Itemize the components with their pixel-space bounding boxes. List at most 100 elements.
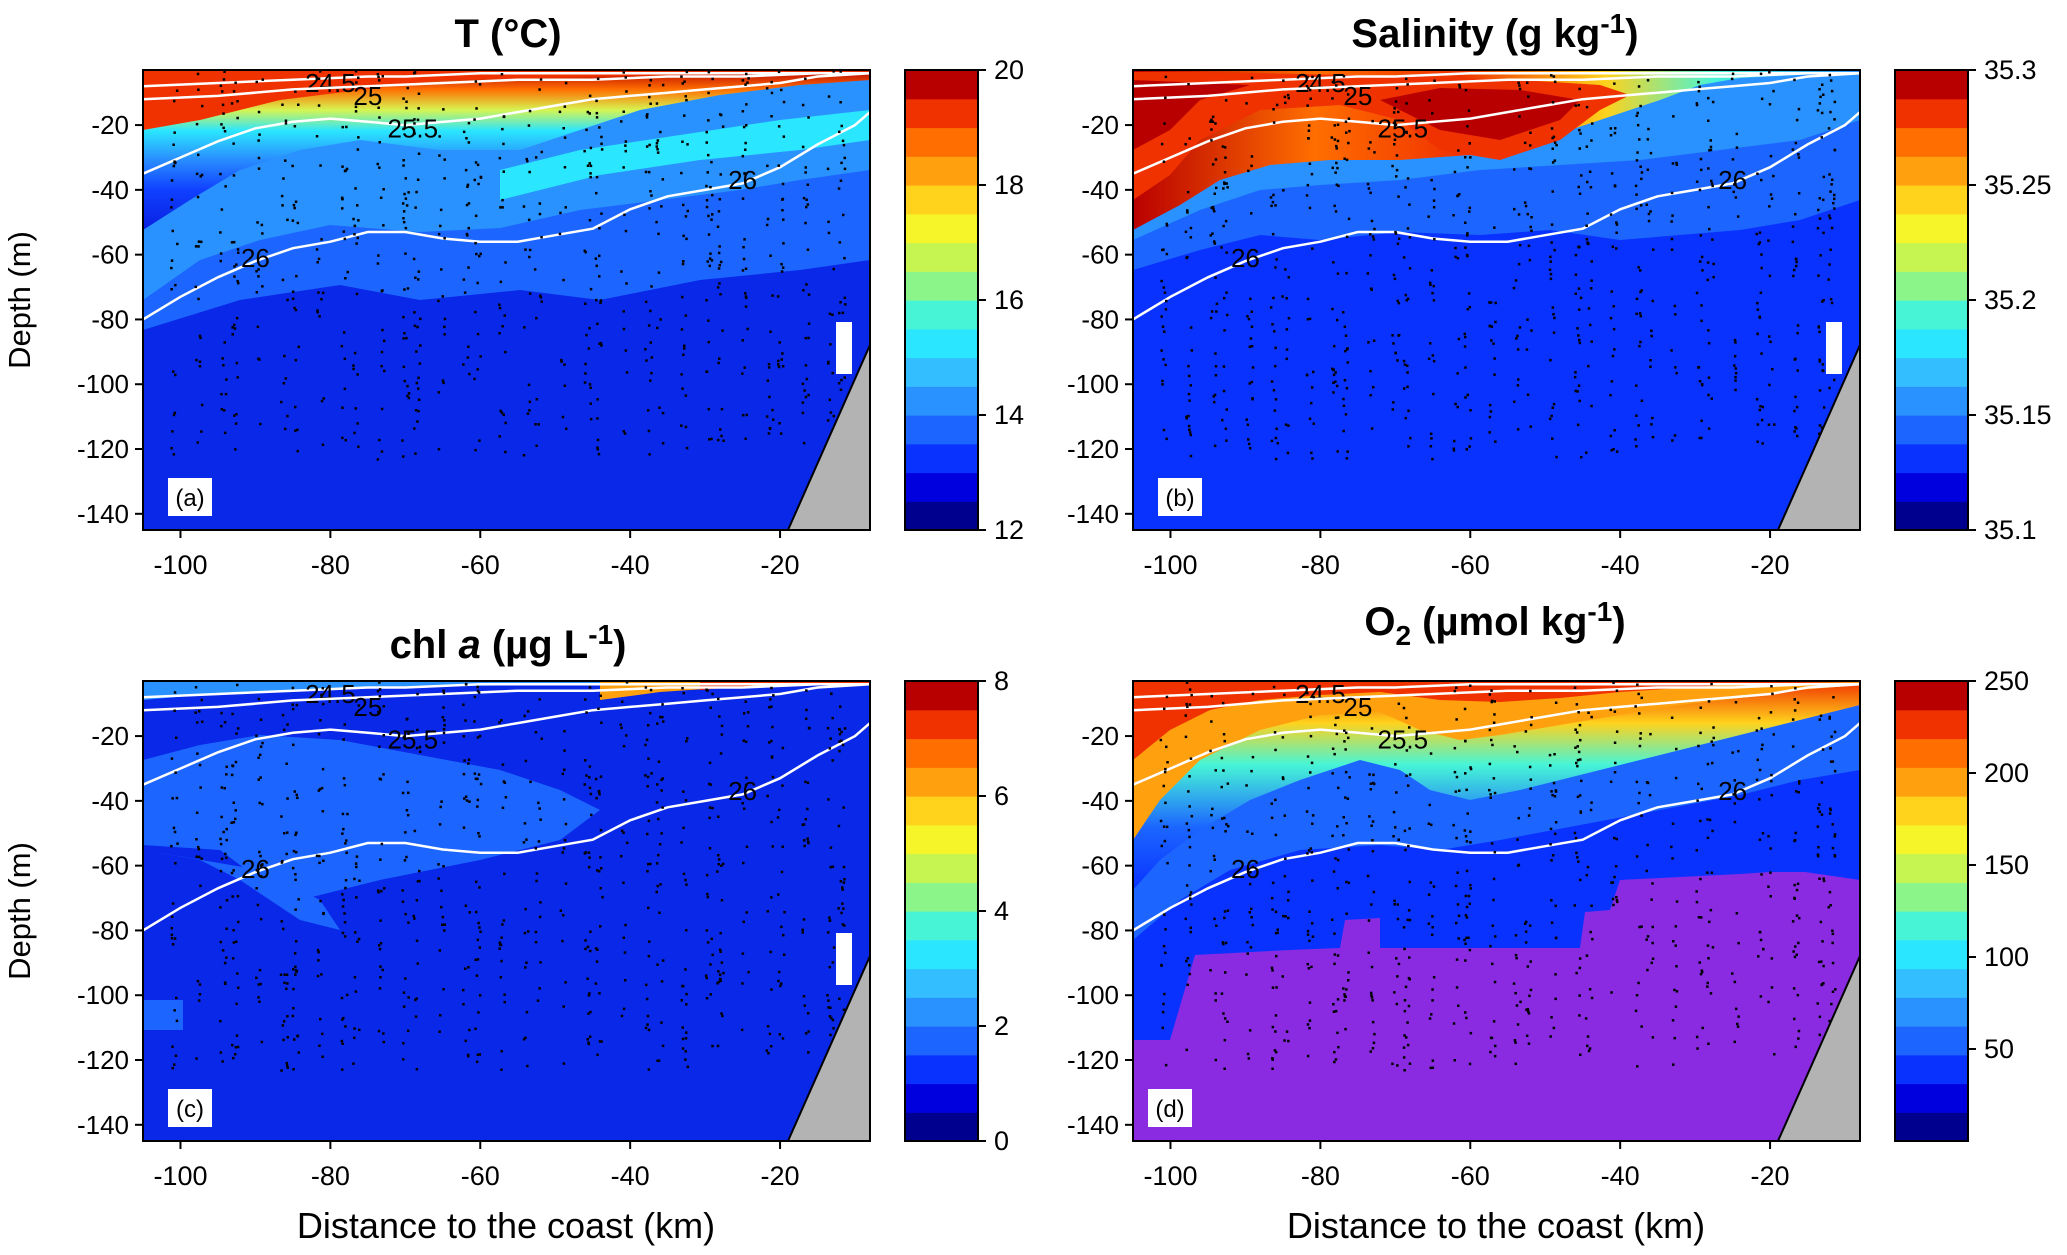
station-dot <box>232 801 235 804</box>
station-dot <box>504 421 507 425</box>
station-dot <box>1428 99 1431 102</box>
station-dot <box>827 362 830 365</box>
station-dot <box>1796 993 1800 997</box>
station-dot <box>1649 151 1653 155</box>
station-dot <box>1584 1017 1588 1020</box>
station-dot <box>685 1031 688 1034</box>
station-dot <box>1224 941 1228 945</box>
station-dot <box>1528 994 1531 998</box>
station-dot <box>1829 298 1833 301</box>
station-dot <box>501 923 504 926</box>
station-dot <box>381 75 384 78</box>
station-dot <box>1672 1063 1675 1066</box>
station-dot <box>1394 100 1398 103</box>
station-dot <box>233 414 236 417</box>
station-dot <box>1613 875 1616 879</box>
station-dot <box>1637 981 1640 985</box>
station-dot <box>1403 947 1406 951</box>
station-dot <box>235 361 239 365</box>
station-dot <box>171 229 174 233</box>
station-dot <box>1818 217 1822 220</box>
station-dot <box>1637 85 1641 88</box>
station-dot <box>685 992 688 996</box>
station-dot <box>352 367 355 371</box>
station-dot <box>260 1040 264 1044</box>
station-dot <box>1220 246 1223 249</box>
station-dot <box>195 172 199 176</box>
station-dot <box>1189 226 1193 230</box>
station-dot <box>377 1029 381 1033</box>
station-dot <box>804 166 807 169</box>
station-dot <box>498 332 501 335</box>
station-dot <box>1225 291 1228 294</box>
station-dot <box>1214 276 1217 279</box>
station-dot <box>1392 401 1395 404</box>
station-dot <box>1463 938 1466 942</box>
station-dot <box>1796 324 1800 327</box>
station-dot <box>194 711 197 714</box>
station-dot <box>1586 212 1589 215</box>
station-dot <box>378 438 381 442</box>
station-dot <box>1186 209 1189 212</box>
station-dot <box>782 218 785 221</box>
station-dot <box>1163 330 1166 333</box>
station-dot <box>402 991 406 994</box>
station-dot <box>1394 826 1397 829</box>
station-dot <box>711 213 714 216</box>
station-dot <box>281 103 284 106</box>
station-dot <box>416 325 419 329</box>
station-dot <box>805 708 808 712</box>
station-dot <box>1639 104 1642 108</box>
station-dot <box>197 245 200 248</box>
station-dot <box>382 734 385 737</box>
station-dot <box>831 1018 835 1022</box>
station-dot <box>1492 777 1496 780</box>
station-dot <box>1734 379 1737 382</box>
station-dot <box>718 973 722 976</box>
station-dot <box>1250 907 1253 911</box>
station-dot <box>1587 364 1590 368</box>
station-dot <box>716 982 719 985</box>
station-dot <box>1275 103 1279 107</box>
station-dot <box>1610 380 1614 383</box>
station-dot <box>711 806 714 810</box>
station-dot <box>286 218 289 222</box>
station-dot <box>647 819 651 823</box>
station-dot <box>1549 827 1553 831</box>
station-dot <box>843 256 846 260</box>
station-dot <box>1403 1069 1406 1072</box>
panel-a-field-warm <box>143 70 870 230</box>
colorbar-swatch <box>1895 824 1968 855</box>
station-dot <box>1515 956 1518 960</box>
station-dot <box>1585 224 1588 227</box>
station-dot <box>1493 713 1496 716</box>
station-dot <box>1794 395 1797 399</box>
station-dot <box>1189 433 1192 437</box>
station-dot <box>315 248 319 251</box>
station-dot <box>783 910 786 914</box>
station-dot <box>467 141 471 144</box>
x-tick-label: -80 <box>311 1161 350 1191</box>
station-dot <box>705 997 709 1000</box>
station-dot <box>538 807 541 810</box>
panel-b-y-ticks: -20-40-60-80-100-120-140 <box>1067 110 1133 529</box>
station-dot <box>1577 287 1581 290</box>
station-dot <box>1346 797 1350 800</box>
station-dot <box>1427 215 1430 218</box>
station-dot <box>655 145 658 148</box>
station-dot <box>1373 227 1376 231</box>
station-dot <box>770 739 773 743</box>
station-dot <box>223 787 226 790</box>
station-dot <box>684 799 688 802</box>
station-dot <box>803 1004 806 1007</box>
station-dot <box>782 242 785 245</box>
station-dot <box>600 135 603 139</box>
station-dot <box>1554 997 1557 1001</box>
station-dot <box>381 968 384 972</box>
station-dot <box>438 135 441 138</box>
station-dot <box>598 275 601 278</box>
station-dot <box>1307 137 1310 140</box>
x-tick-label: -20 <box>761 550 800 580</box>
station-dot <box>680 328 684 331</box>
station-dot <box>1246 423 1250 426</box>
